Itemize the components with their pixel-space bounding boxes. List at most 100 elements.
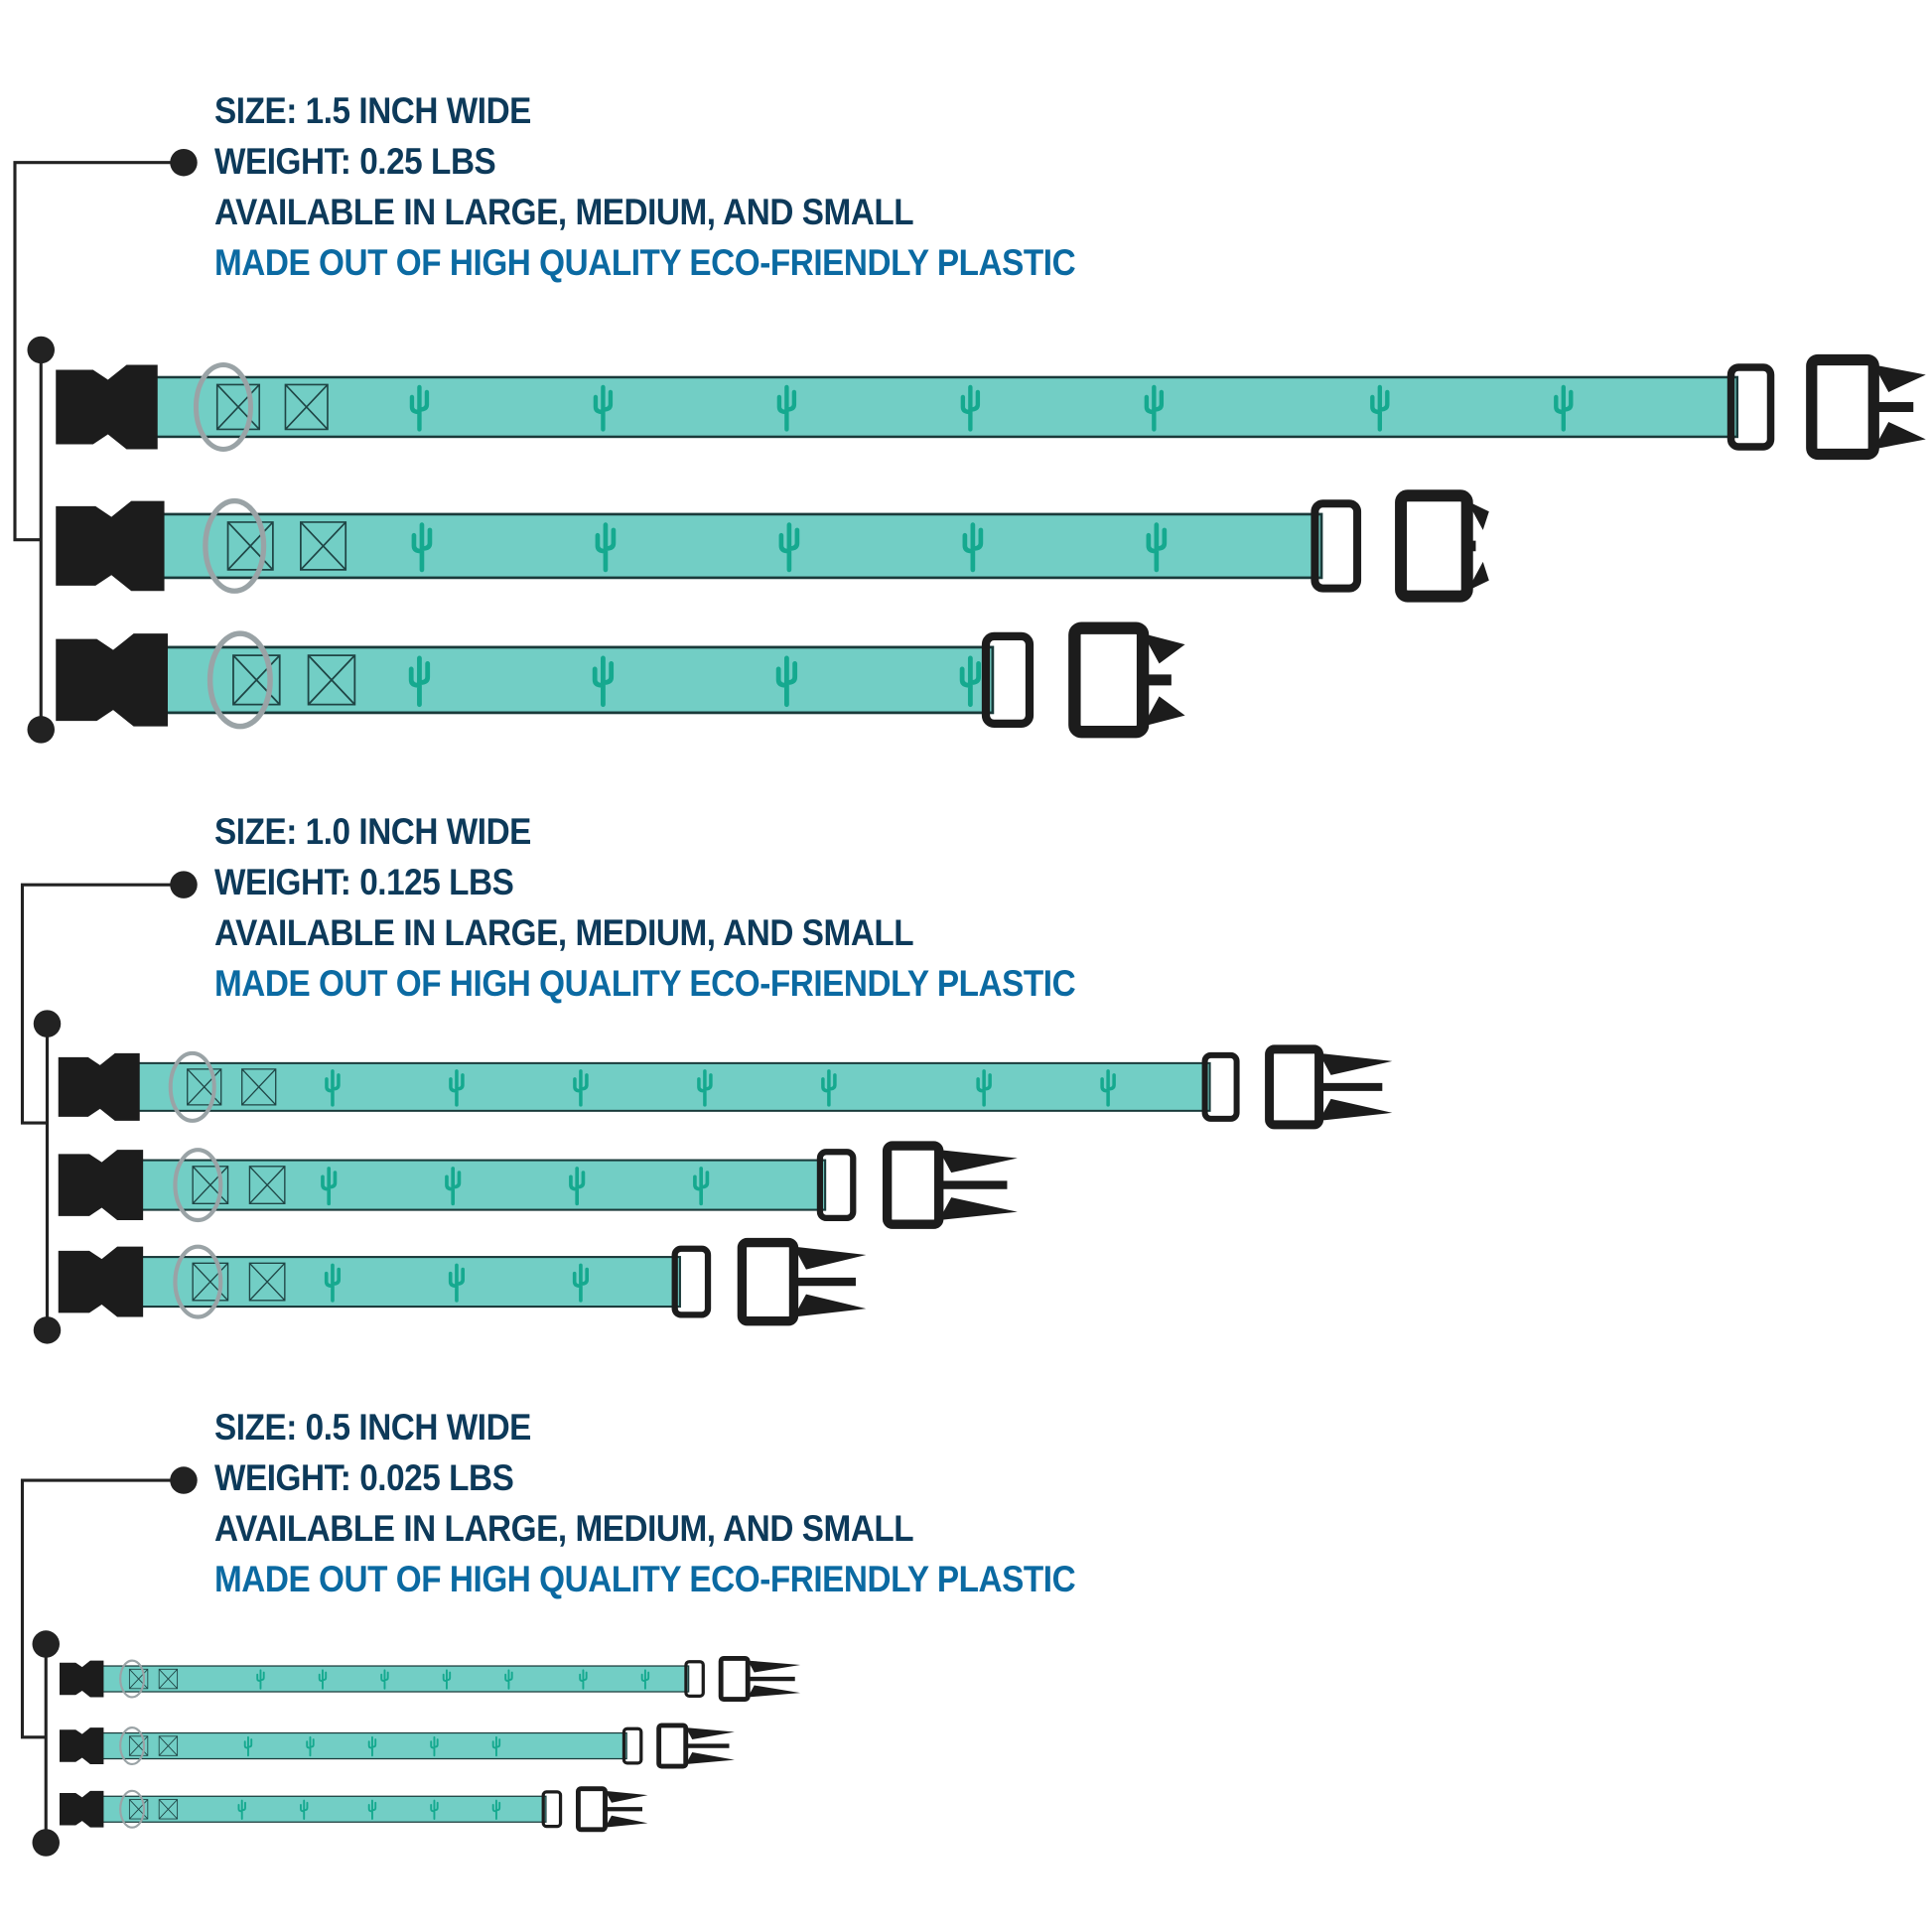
bracket-connector — [20, 1478, 184, 1844]
slider-loop — [541, 1790, 563, 1829]
cactus-icon — [256, 1669, 265, 1690]
buckle-prongs — [1466, 500, 1489, 592]
cactus-icon — [243, 1735, 253, 1757]
connector-dot — [27, 336, 55, 364]
collar-medium — [59, 1723, 735, 1769]
slider-loop — [816, 1149, 857, 1222]
cactus-icon — [321, 1167, 338, 1206]
d-ring — [193, 361, 253, 452]
buckle-female — [882, 1141, 944, 1229]
strap — [90, 1795, 547, 1823]
collar-small — [58, 1237, 867, 1326]
cactus-icon — [408, 655, 431, 708]
cactus-icon — [572, 1263, 589, 1303]
buckle-male — [58, 1246, 144, 1317]
material-label: MADE OUT OF HIGH QUALITY ECO-FRIENDLY PL… — [214, 1559, 1076, 1599]
buckle-male — [59, 1790, 104, 1828]
cactus-icon — [976, 1069, 992, 1107]
weight-label: WEIGHT: 0.025 LBS — [214, 1457, 514, 1498]
cactus-icon — [318, 1669, 328, 1690]
cactus-icon — [821, 1069, 837, 1107]
buckle-female — [1806, 353, 1879, 461]
cactus-icon — [367, 1799, 377, 1820]
buckle-male — [56, 364, 158, 450]
connector-dot — [33, 1010, 62, 1037]
weight-label: WEIGHT: 0.25 LBS — [214, 141, 496, 182]
cactus-icon — [1554, 384, 1574, 432]
bracket-connector — [13, 161, 184, 730]
spec-block-0-5-inch: SIZE: 0.5 INCH WIDE WEIGHT: 0.025 LBS AV… — [214, 1402, 1076, 1604]
cactus-icon — [776, 384, 797, 432]
stitch-box — [307, 654, 356, 706]
buckle-male — [59, 1660, 104, 1698]
buckle-prongs — [605, 1790, 648, 1828]
slider-loop — [1201, 1051, 1240, 1122]
connector-dot — [27, 716, 55, 744]
buckle-prongs — [938, 1150, 1018, 1221]
cactus-icon — [960, 384, 981, 432]
size-label: SIZE: 1.5 INCH WIDE — [214, 90, 531, 131]
stitch-box — [241, 1068, 277, 1106]
cactus-icon — [504, 1669, 513, 1690]
strap — [116, 1061, 1211, 1112]
cactus-icon — [640, 1669, 650, 1690]
cactus-icon — [300, 1799, 309, 1820]
cactus-icon — [595, 522, 617, 573]
cactus-icon — [592, 655, 615, 708]
strap — [90, 1665, 690, 1693]
buckle-prongs — [1318, 1052, 1393, 1121]
cactus-icon — [491, 1735, 501, 1757]
d-ring — [203, 497, 267, 594]
buckle-male — [58, 1052, 140, 1121]
buckle-prongs — [793, 1246, 867, 1317]
stitch-box — [300, 521, 347, 571]
buckle-male — [56, 500, 165, 592]
availability-label: AVAILABLE IN LARGE, MEDIUM, AND SMALL — [214, 1508, 914, 1549]
cactus-icon — [593, 384, 614, 432]
cactus-icon — [367, 1735, 377, 1757]
cactus-icon — [573, 1069, 589, 1107]
strap — [119, 1256, 681, 1309]
size-label: SIZE: 1.0 INCH WIDE — [214, 811, 531, 852]
connector-dot — [32, 1829, 60, 1857]
cactus-icon — [775, 655, 798, 708]
cactus-icon — [430, 1735, 439, 1757]
connector-dot — [170, 148, 198, 177]
cactus-icon — [237, 1799, 246, 1820]
stitch-box — [248, 1166, 286, 1205]
collar-small — [56, 621, 1185, 739]
spec-block-1-0-inch: SIZE: 1.0 INCH WIDE WEIGHT: 0.125 LBS AV… — [214, 806, 1076, 1009]
buckle-prongs — [685, 1727, 735, 1764]
strap — [90, 1731, 627, 1760]
collar-medium — [58, 1141, 1018, 1229]
collar-large — [59, 1656, 801, 1703]
buckle-female — [1395, 489, 1473, 603]
cactus-icon — [962, 522, 984, 573]
cactus-icon — [442, 1669, 452, 1690]
stitch-box — [284, 383, 329, 431]
collar-group-3 — [20, 1466, 801, 1857]
availability-label: AVAILABLE IN LARGE, MEDIUM, AND SMALL — [214, 192, 914, 232]
cactus-icon — [449, 1069, 465, 1107]
connector-dot — [32, 1630, 60, 1658]
availability-label: AVAILABLE IN LARGE, MEDIUM, AND SMALL — [214, 912, 914, 953]
d-ring — [207, 630, 273, 730]
collar-medium — [56, 489, 1489, 603]
d-ring — [119, 1789, 146, 1829]
buckle-female — [575, 1786, 608, 1833]
cactus-icon — [324, 1263, 342, 1303]
d-ring — [173, 1244, 223, 1319]
d-ring — [119, 1659, 146, 1699]
d-ring — [173, 1148, 223, 1223]
material-label: MADE OUT OF HIGH QUALITY ECO-FRIENDLY PL… — [214, 242, 1076, 283]
collar-large — [56, 353, 1926, 461]
stitch-box — [158, 1668, 179, 1690]
collar-group-1 — [13, 148, 1926, 744]
buckle-male — [56, 633, 168, 727]
cactus-icon — [491, 1799, 501, 1820]
cactus-icon — [778, 522, 800, 573]
cactus-icon — [306, 1735, 315, 1757]
weight-label: WEIGHT: 0.125 LBS — [214, 862, 514, 902]
